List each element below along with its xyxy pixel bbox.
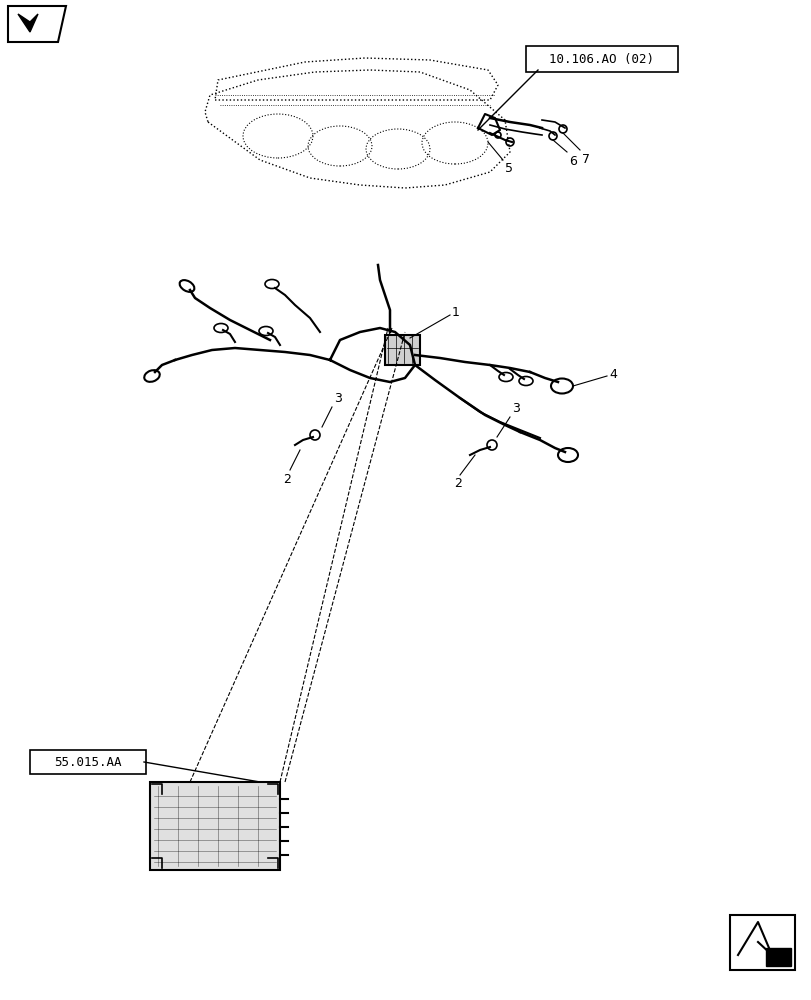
Polygon shape <box>765 948 790 966</box>
Text: 2: 2 <box>283 473 290 486</box>
Polygon shape <box>18 14 38 32</box>
Text: 6: 6 <box>569 155 576 168</box>
Text: 3: 3 <box>512 402 519 415</box>
Text: 10.106.AO (02): 10.106.AO (02) <box>549 53 654 66</box>
FancyBboxPatch shape <box>30 750 146 774</box>
Text: 3: 3 <box>333 392 341 405</box>
Bar <box>729 915 794 970</box>
Text: 7: 7 <box>581 153 590 166</box>
Text: 2: 2 <box>453 477 461 490</box>
Text: 1: 1 <box>452 306 459 318</box>
Text: 4: 4 <box>608 367 616 380</box>
Bar <box>150 782 280 870</box>
Text: 5: 5 <box>504 162 513 175</box>
Text: 55.015.AA: 55.015.AA <box>54 756 122 768</box>
Bar <box>384 335 419 365</box>
FancyBboxPatch shape <box>526 46 677 72</box>
